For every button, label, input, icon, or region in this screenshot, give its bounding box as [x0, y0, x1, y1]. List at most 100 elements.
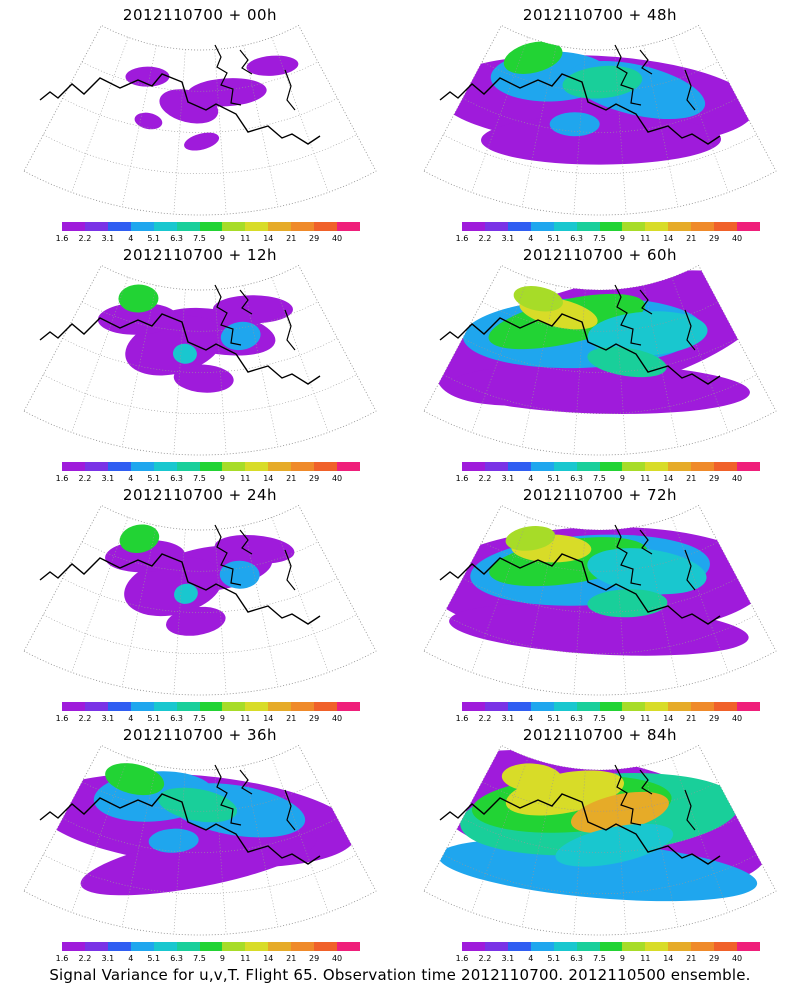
colorbar-label: 3.1 [101, 954, 115, 963]
colorbar-label: 21 [686, 474, 697, 483]
colorbar-swatch [268, 942, 292, 951]
colorbar [62, 702, 361, 711]
colorbar-label: 40 [331, 474, 343, 483]
colorbar-label: 1.6 [55, 474, 69, 483]
colorbar-label: 40 [731, 714, 743, 723]
variance-contour [125, 66, 170, 87]
colorbar-label: 1.6 [455, 234, 469, 243]
colorbar-label: 5.1 [547, 474, 561, 483]
colorbar-swatch [291, 222, 315, 231]
colorbar-swatch [176, 942, 201, 951]
colorbar-label: 5.1 [547, 234, 561, 243]
arctic-islands [614, 44, 696, 111]
colorbar-swatch [199, 462, 223, 471]
colorbar-swatch [484, 222, 509, 231]
colorbar-label: 9 [619, 474, 625, 483]
colorbar-swatch [222, 942, 246, 951]
colorbar-label: 29 [309, 714, 320, 723]
variance-contour [158, 787, 238, 823]
colorbar-swatch [314, 942, 338, 951]
colorbar-label: 21 [686, 234, 697, 243]
forecast-map-panel: 2012110700 + 24h 1.6 2.2 3.1 4 5.1 6.3 7.5 9 11 14… [0, 480, 400, 723]
colorbar-swatch [62, 222, 86, 231]
colorbar-swatch [576, 222, 601, 231]
arctic-islands [614, 764, 696, 831]
colorbar-label: 4 [128, 474, 134, 483]
variance-field [435, 41, 756, 165]
colorbar-swatch [337, 702, 361, 711]
colorbar-swatch [599, 222, 623, 231]
colorbar-swatch [176, 702, 201, 711]
colorbar-swatch [107, 462, 132, 471]
panel-title: 2012110700 + 84h [522, 726, 678, 744]
variance-contour [214, 534, 295, 564]
figure-caption: Signal Variance for u,v,T. Flight 65. Ob… [49, 966, 751, 984]
colorbar-swatch [199, 702, 223, 711]
colorbar-swatch [462, 702, 486, 711]
colorbar-swatch [462, 222, 486, 231]
panel-title: 2012110700 + 36h [122, 726, 278, 744]
colorbar-label: 4 [528, 234, 534, 243]
forecast-map-panel: 2012110700 + 72h 1.6 2.2 3.1 4 5.1 6.3 7.5 9 11 14… [400, 480, 800, 723]
colorbar-label: 29 [709, 234, 720, 243]
colorbar-label: 40 [331, 234, 343, 243]
colorbar [62, 222, 361, 231]
variance-field [37, 763, 357, 896]
colorbar-label: 29 [709, 714, 720, 723]
forecast-map-panel: 2012110700 + 48h 1.6 2.2 3.1 4 5.1 6.3 7.5 9 11 14… [400, 0, 800, 243]
colorbar-swatch [714, 462, 738, 471]
colorbar-swatch [622, 462, 646, 471]
colorbar-label: 4 [528, 474, 534, 483]
colorbar-label: 6.3 [170, 954, 183, 963]
forecast-map-panel: 2012110700 + 00h 1.6 2.2 3.1 4 5.1 6.3 7.5 9 11 14… [0, 0, 400, 243]
variance-contour [105, 763, 165, 796]
colorbar-label: 4 [128, 234, 134, 243]
colorbar-swatch [84, 942, 109, 951]
colorbar-swatch [337, 942, 361, 951]
colorbar-swatch [222, 222, 246, 231]
colorbar-label: 1.6 [55, 954, 69, 963]
colorbar-label: 21 [686, 954, 697, 963]
colorbar-label: 40 [331, 954, 343, 963]
arctic-islands [214, 44, 296, 111]
colorbar-label: 40 [731, 474, 743, 483]
colorbar [62, 942, 361, 951]
colorbar-label: 11 [640, 474, 651, 483]
variance-contour [134, 112, 163, 130]
map-svg [423, 264, 777, 456]
arctic-islands [214, 284, 296, 351]
colorbar-swatch [130, 942, 155, 951]
colorbar-swatch [314, 462, 338, 471]
variance-field [105, 524, 295, 636]
colorbar-swatch [245, 942, 269, 951]
colorbar-swatch [553, 702, 578, 711]
colorbar-label: 29 [309, 954, 320, 963]
colorbar [462, 222, 761, 231]
colorbar-swatch [691, 702, 715, 711]
colorbar-swatch [553, 222, 578, 231]
colorbar-swatch [268, 702, 292, 711]
colorbar-swatch [268, 222, 292, 231]
colorbar-label: 11 [640, 954, 651, 963]
colorbar-label: 4 [128, 954, 134, 963]
colorbar-label: 6.3 [570, 714, 583, 723]
variance-contour [172, 343, 197, 364]
graticule [43, 37, 357, 215]
coastline [39, 793, 321, 865]
colorbar-label: 9 [219, 234, 225, 243]
colorbar-swatch [645, 942, 669, 951]
colorbar-label: 7.5 [193, 954, 206, 963]
colorbar-swatch [645, 702, 669, 711]
colorbar-label: 5.1 [147, 234, 161, 243]
colorbar-swatch [84, 222, 109, 231]
colorbar [462, 462, 761, 471]
colorbar-label: 29 [709, 954, 720, 963]
variance-contour [555, 823, 674, 867]
colorbar-swatch [462, 462, 486, 471]
colorbar-label: 29 [709, 474, 720, 483]
colorbar-label: 2.2 [78, 714, 92, 723]
colorbar-label: 1.6 [455, 954, 469, 963]
colorbar-swatch [668, 942, 692, 951]
colorbar-label: 1.6 [55, 714, 69, 723]
colorbar-label: 1.6 [55, 234, 69, 243]
